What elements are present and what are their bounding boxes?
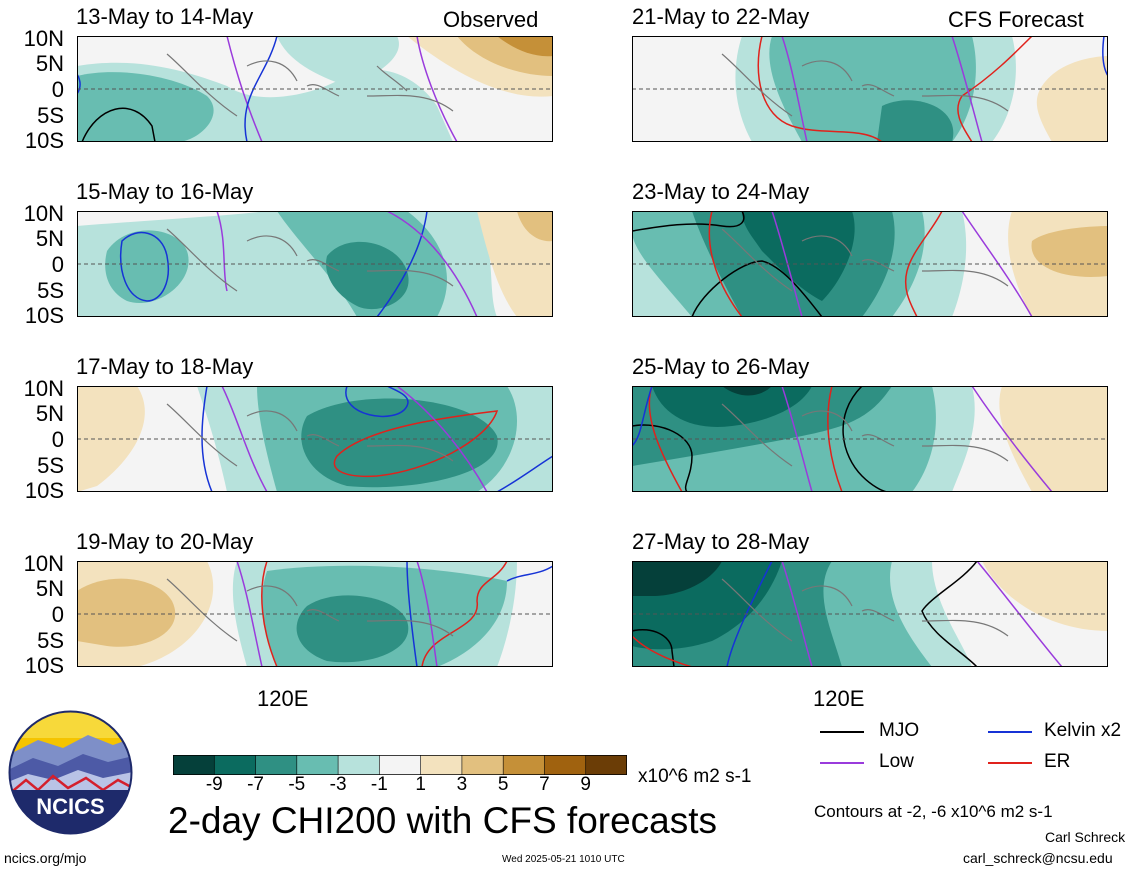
colorbar-cell <box>213 755 257 775</box>
lat-label-10n: 10N <box>23 376 64 401</box>
lat-label-5n: 5N <box>35 401 64 426</box>
legend-label-mjo: MJO <box>879 720 920 741</box>
chi200-map-observed-3 <box>77 386 553 492</box>
chi200-map-forecast-3 <box>632 386 1108 492</box>
chi200-map-forecast-1 <box>632 36 1108 142</box>
chi200-map-observed-4 <box>77 561 553 667</box>
colorbar-tick-label: -1 <box>370 774 388 795</box>
panel-title: 21-May to 22-May <box>632 4 810 29</box>
lat-label-0: 0 <box>51 252 64 277</box>
colorbar-cell <box>173 755 216 775</box>
colorbar-cell <box>585 755 627 775</box>
legend-label-er: ER <box>1044 751 1071 772</box>
lat-label-5s: 5S <box>37 103 64 128</box>
footer-timestamp: Wed 2025-05-21 1010 UTC <box>502 854 625 865</box>
chi200-map-forecast-2 <box>632 211 1108 317</box>
colorbar-cell <box>420 755 463 775</box>
lat-label-10s: 10S <box>24 303 64 328</box>
lat-label-5n: 5N <box>35 576 64 601</box>
colorbar-tick-label: -9 <box>205 774 223 795</box>
logo-text: NCICS <box>36 794 104 819</box>
lat-label-10n: 10N <box>23 551 64 576</box>
colorbar-cell <box>255 755 298 775</box>
lat-label-10n: 10N <box>23 201 64 226</box>
lat-label-10s: 10S <box>24 653 64 678</box>
author-email: carl_schreck@ncsu.edu <box>963 850 1113 866</box>
panel-title: 27-May to 28-May <box>632 529 810 554</box>
lat-label-10s: 10S <box>24 478 64 503</box>
panel-title: 19-May to 20-May <box>76 529 254 554</box>
lat-label-10n: 10N <box>23 26 64 51</box>
chi200-map-forecast-4 <box>632 561 1108 667</box>
author: Carl Schreck <box>1045 829 1126 845</box>
legend-label-low: Low <box>879 751 914 772</box>
colorbar-units: x10^6 m2 s-1 <box>638 766 752 787</box>
colorbar-cell <box>296 755 339 775</box>
colorbar-tick-label: 3 <box>456 774 468 795</box>
colorbar-tick-label: 5 <box>497 774 509 795</box>
lat-label-5n: 5N <box>35 51 64 76</box>
colorbar-cell <box>337 755 381 775</box>
legend-line-er <box>988 762 1032 764</box>
lat-label-0: 0 <box>51 427 64 452</box>
lon-label-120e: 120E <box>257 686 309 711</box>
legend-line-mjo <box>820 731 864 733</box>
colorbar-tick-label: 1 <box>415 774 426 795</box>
contours-note: Contours at -2, -6 x10^6 m2 s-1 <box>814 802 1053 821</box>
lon-label-120e: 120E <box>813 686 865 711</box>
ncics-logo: NCICS <box>8 710 133 835</box>
panel-title: 23-May to 24-May <box>632 179 810 204</box>
lat-label-10s: 10S <box>24 128 64 153</box>
lat-label-0: 0 <box>51 602 64 627</box>
colorbar-cell <box>544 755 587 775</box>
colorbar-tick-label: -5 <box>288 774 306 795</box>
chi200-map-observed-1 <box>77 36 553 142</box>
colorbar-cell <box>461 755 504 775</box>
colorbar <box>173 755 627 775</box>
panel-tag-observed: Observed <box>443 7 539 32</box>
lat-label-5s: 5S <box>37 628 64 653</box>
legend-label-kelvin: Kelvin x2 <box>1044 720 1122 741</box>
legend-line-kelvin <box>988 731 1032 733</box>
colorbar-cell <box>502 755 546 775</box>
legend-line-low <box>820 762 864 764</box>
colorbar-cell <box>379 755 422 775</box>
lat-label-0: 0 <box>51 77 64 102</box>
panel-title: 17-May to 18-May <box>76 354 254 379</box>
lat-label-5s: 5S <box>37 278 64 303</box>
lat-label-5s: 5S <box>37 453 64 478</box>
chi200-map-observed-2 <box>77 211 553 317</box>
colorbar-tick-label: 9 <box>580 774 591 795</box>
lat-label-5n: 5N <box>35 226 64 251</box>
panel-title: 15-May to 16-May <box>76 179 254 204</box>
footer-url: ncics.org/mjo <box>4 850 87 866</box>
colorbar-tick-label: 7 <box>539 774 550 795</box>
colorbar-tick-label: -3 <box>329 774 347 795</box>
panel-tag-forecast: CFS Forecast <box>948 7 1084 32</box>
panel-title: 13-May to 14-May <box>76 4 254 29</box>
colorbar-tick-label: -7 <box>247 774 264 795</box>
panel-title: 25-May to 26-May <box>632 354 810 379</box>
main-title: 2-day CHI200 with CFS forecasts <box>168 800 718 841</box>
